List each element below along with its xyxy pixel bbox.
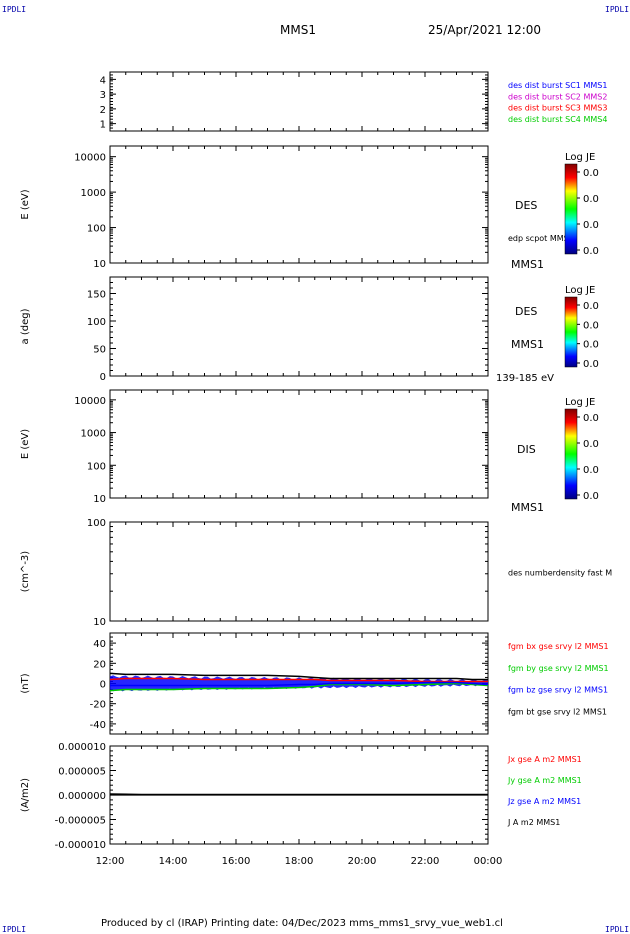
legend-entry: Jz gse A m2 MMS1 bbox=[507, 797, 581, 806]
corner-label-bottom-left: IPDLI bbox=[2, 925, 27, 934]
colorbar-tick-label: 0.0 bbox=[583, 168, 599, 179]
y-axis-label: (nT) bbox=[20, 673, 31, 693]
right-label: MMS1 bbox=[511, 338, 544, 351]
series-line bbox=[109, 682, 489, 692]
legend-entry: Jy gse A m2 MMS1 bbox=[507, 776, 582, 785]
time-tick-label: 22:00 bbox=[411, 856, 440, 867]
colorbar-title: Log JE bbox=[565, 152, 595, 163]
y-tick-label: 2 bbox=[100, 105, 106, 116]
y-tick-label: 40 bbox=[93, 639, 106, 650]
y-tick-label: 10000 bbox=[74, 153, 106, 164]
colorbar-tick-label: 0.0 bbox=[583, 465, 599, 476]
y-tick-label: 4 bbox=[100, 75, 106, 86]
right-label: DIS bbox=[517, 443, 536, 456]
legend-entry: fgm bt gse srvy l2 MMS1 bbox=[508, 707, 607, 716]
y-tick-label: 0 bbox=[100, 372, 106, 383]
legend-entry: J A m2 MMS1 bbox=[507, 818, 560, 827]
y-axis-label: (cm^-3) bbox=[20, 551, 31, 592]
time-tick-label: 16:00 bbox=[222, 856, 251, 867]
y-tick-label: 100 bbox=[87, 317, 106, 328]
panel-2-frame bbox=[109, 145, 489, 264]
y-tick-label: -0.000010 bbox=[55, 840, 106, 851]
corner-label-top-right: IPDLI bbox=[605, 5, 630, 14]
legend-entry: fgm bx gse srvy l2 MMS1 bbox=[508, 642, 609, 651]
time-tick-label: 20:00 bbox=[348, 856, 377, 867]
y-axis-label: E (eV) bbox=[20, 189, 31, 219]
series-line bbox=[109, 677, 488, 683]
datetime-title: 25/Apr/2021 12:00 bbox=[428, 23, 542, 37]
colorbar-tick-label: 0.0 bbox=[583, 320, 599, 331]
panel-5-frame bbox=[109, 521, 489, 622]
right-label: DES bbox=[515, 199, 537, 212]
y-tick-label: 1000 bbox=[81, 188, 106, 199]
colorbar-tick-label: 0.0 bbox=[583, 340, 599, 351]
y-tick-label: 10 bbox=[93, 494, 106, 505]
legend-entry: fgm bz gse srvy l2 MMS1 bbox=[508, 686, 608, 695]
y-tick-label: 150 bbox=[87, 290, 106, 301]
y-tick-label: -20 bbox=[90, 700, 106, 711]
legend-entry: des dist burst SC2 MMS2 bbox=[508, 92, 607, 101]
right-label: MMS1 bbox=[511, 258, 544, 271]
y-axis-label: (A/m2) bbox=[20, 778, 31, 812]
colorbar-title: Log JE bbox=[565, 285, 595, 296]
series-line bbox=[109, 672, 488, 681]
y-tick-label: -0.000005 bbox=[55, 816, 106, 827]
y-tick-label: 1 bbox=[100, 120, 106, 131]
panel-3-frame bbox=[109, 276, 489, 377]
colorbar-tick-label: 0.0 bbox=[583, 359, 599, 370]
panel-4-frame bbox=[109, 389, 489, 499]
y-tick-label: 0.000005 bbox=[58, 767, 106, 778]
y-tick-label: 3 bbox=[100, 90, 106, 101]
time-tick-label: 18:00 bbox=[285, 856, 314, 867]
colorbar-tick-label: 0.0 bbox=[583, 246, 599, 257]
colorbar-tick-label: 0.0 bbox=[583, 301, 599, 312]
legend-entry: des dist burst SC1 MMS1 bbox=[508, 81, 607, 90]
colorbar bbox=[564, 163, 578, 255]
colorbar-title: Log JE bbox=[565, 397, 595, 408]
colorbar-tick-label: 0.0 bbox=[583, 491, 599, 502]
y-tick-label: 100 bbox=[87, 461, 106, 472]
y-tick-label: 100 bbox=[87, 224, 106, 235]
right-label: MMS1 bbox=[511, 501, 544, 514]
right-label: DES bbox=[515, 305, 537, 318]
legend-entry: fgm by gse srvy l2 MMS1 bbox=[508, 664, 609, 673]
colorbar-tick-label: 0.0 bbox=[583, 220, 599, 231]
colorbar bbox=[564, 296, 578, 368]
y-tick-label: 10000 bbox=[74, 396, 106, 407]
mission-title: MMS1 bbox=[280, 23, 316, 37]
legend-entry: des numberdensity fast M bbox=[508, 569, 612, 578]
y-tick-label: 10 bbox=[93, 617, 106, 628]
corner-label-top-left: IPDLI bbox=[2, 5, 27, 14]
y-axis-label: E (eV) bbox=[20, 429, 31, 459]
footer-credits: Produced by cl (IRAP) Printing date: 04/… bbox=[101, 918, 503, 929]
right-label: edp scpot MMS1 bbox=[508, 234, 574, 243]
time-tick-label: 00:00 bbox=[474, 856, 503, 867]
y-axis-label: a (deg) bbox=[20, 308, 31, 344]
y-tick-label: 0 bbox=[100, 680, 106, 691]
y-tick-label: 20 bbox=[93, 659, 106, 670]
y-tick-label: 100 bbox=[87, 518, 106, 529]
colorbar bbox=[564, 408, 578, 500]
colorbar-tick-label: 0.0 bbox=[583, 413, 599, 424]
colorbar-tick-label: 0.0 bbox=[583, 439, 599, 450]
time-tick-label: 14:00 bbox=[159, 856, 188, 867]
colorbar-tick-label: 0.0 bbox=[583, 194, 599, 205]
legend-entry: des dist burst SC4 MMS4 bbox=[508, 115, 607, 124]
legend-entry: des dist burst SC3 MMS3 bbox=[508, 104, 607, 113]
series-line bbox=[110, 681, 489, 687]
corner-label-bottom-right: IPDLI bbox=[605, 925, 630, 934]
legend-entry: Jx gse A m2 MMS1 bbox=[507, 755, 582, 764]
y-tick-label: 10 bbox=[93, 259, 106, 270]
right-label: 139-185 eV bbox=[496, 373, 554, 384]
y-tick-label: 1000 bbox=[81, 429, 106, 440]
time-tick-label: 12:00 bbox=[96, 856, 125, 867]
panel-1-frame bbox=[109, 71, 489, 132]
y-tick-label: 50 bbox=[93, 345, 106, 356]
y-tick-label: 0.000000 bbox=[58, 791, 106, 802]
y-tick-label: -40 bbox=[90, 720, 106, 731]
y-tick-label: 0.000010 bbox=[58, 742, 106, 753]
